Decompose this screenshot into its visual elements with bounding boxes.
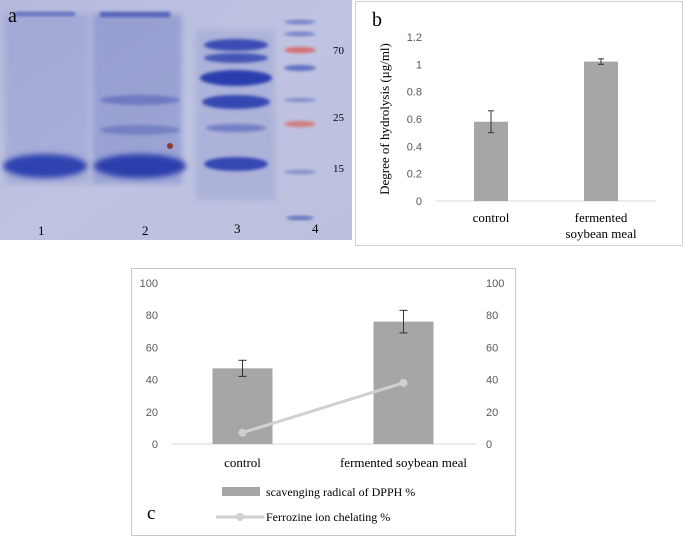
gel-panel: a 70 25 15 1 2 3 4 [0, 0, 352, 240]
category-label-1: control [473, 210, 510, 225]
gel-image: a 70 25 15 1 2 3 4 [0, 0, 352, 240]
lane-3-band-6 [204, 157, 268, 171]
bar-2 [584, 61, 618, 201]
lane-3-band-5 [206, 124, 266, 132]
ferrozine-series-line [242, 381, 404, 435]
lane-2-band-mid [100, 95, 180, 105]
error-bar-1 [488, 110, 494, 134]
gel-lanes [3, 12, 316, 220]
error-bar-1 [238, 359, 247, 377]
right-y-tick-label: 100 [486, 278, 504, 290]
y-tick-label: 0.6 [407, 114, 422, 126]
category-label-line: control [473, 210, 510, 225]
category-label-line: soybean meal [565, 226, 637, 241]
marker-band-4 [284, 98, 316, 102]
y-axis-title: Degree of hydrolysis (μg/ml) [377, 43, 392, 195]
legend-label-dpph: scavenging radical of DPPH % [266, 485, 415, 499]
right-y-tick-label: 40 [486, 375, 498, 387]
left-y-tick-label: 100 [140, 278, 158, 290]
lane-3-band-1 [204, 39, 268, 51]
right-y-tick-label: 80 [486, 310, 498, 322]
category-labels: control fermented soybean meal [224, 455, 467, 470]
legend-swatch-dpph [222, 487, 260, 496]
ferrozine-line [238, 378, 408, 437]
marker-band-70 [284, 47, 316, 53]
y-tick-label: 0.2 [407, 169, 422, 181]
lane-1-main-band [3, 154, 87, 178]
lane-label-2: 2 [142, 223, 149, 238]
marker-band-1 [284, 20, 316, 24]
bars [474, 58, 618, 201]
marker-band-3 [284, 65, 316, 71]
category-labels: control fermented soybean meal [473, 210, 637, 241]
y-tick-label: 0.8 [407, 87, 422, 99]
marker-band-15 [284, 170, 316, 174]
category-label-line: fermented [575, 210, 628, 225]
category-label-2: fermented soybean meal [340, 455, 467, 470]
marker-label-70: 70 [333, 45, 345, 57]
marker-band-25 [284, 121, 316, 127]
ferrozine-point-1 [238, 428, 247, 437]
panel-c-label: c [147, 503, 155, 524]
lane-label-4: 4 [312, 221, 319, 236]
right-y-tick-label: 20 [486, 407, 498, 419]
marker-band-5 [286, 216, 314, 220]
panel-a-label: a [8, 5, 17, 27]
left-y-axis-ticks: 0 20 40 60 80 100 [140, 278, 158, 451]
error-bar-2 [598, 58, 604, 65]
right-y-axis-ticks: 0 20 40 60 80 100 [486, 278, 504, 451]
ferrozine-point-2 [399, 378, 408, 387]
category-label-1: control [224, 455, 261, 470]
lane-2-band-low [100, 125, 180, 135]
panel-b-label: b [372, 9, 382, 31]
hydrolysis-chart: b 0 0.2 0.4 0.6 0.8 1 1.2 control fermented soyb… [372, 9, 656, 241]
lane-1-well [15, 12, 75, 16]
lane-3-band-3 [200, 70, 272, 86]
lane-label-1: 1 [38, 223, 45, 238]
category-label-2: fermented soybean meal [565, 210, 637, 241]
marker-label-15: 15 [333, 163, 345, 175]
y-tick-label: 0.4 [407, 141, 422, 153]
lane-2-well [100, 12, 170, 17]
lane-2-spot [167, 143, 173, 149]
legend-marker-ferrozine [236, 513, 244, 521]
right-y-tick-label: 0 [486, 439, 492, 451]
left-y-tick-label: 60 [146, 342, 158, 354]
chart-panel-c: 0 20 40 60 80 100 0 20 40 60 80 100 control ferment… [131, 268, 516, 536]
error-bar-2 [399, 309, 408, 334]
marker-band-2 [284, 32, 316, 36]
lane-2-main-band [94, 154, 186, 178]
lane-3-band-4 [202, 95, 270, 109]
y-axis-ticks: 0 0.2 0.4 0.6 0.8 1 1.2 [407, 32, 422, 208]
antioxidant-chart: 0 20 40 60 80 100 0 20 40 60 80 100 control ferment… [140, 278, 505, 524]
lane-label-3: 3 [234, 221, 241, 236]
dpph-bars [212, 309, 434, 444]
marker-label-25: 25 [333, 112, 345, 124]
y-tick-label: 0 [416, 196, 422, 208]
lane-3-band-2 [204, 53, 268, 63]
chart-panel-b: b 0 0.2 0.4 0.6 0.8 1 1.2 control fermented soyb… [355, 1, 683, 246]
left-y-tick-label: 0 [152, 439, 158, 451]
left-y-tick-label: 80 [146, 310, 158, 322]
left-y-tick-label: 40 [146, 375, 158, 387]
bar-1 [474, 121, 508, 201]
legend: scavenging radical of DPPH % Ferrozine i… [216, 485, 415, 524]
y-tick-label: 1.2 [407, 32, 422, 44]
right-y-tick-label: 60 [486, 342, 498, 354]
y-tick-label: 1 [416, 59, 422, 71]
legend-label-ferrozine: Ferrozine ion chelating % [266, 510, 390, 524]
left-y-tick-label: 20 [146, 407, 158, 419]
